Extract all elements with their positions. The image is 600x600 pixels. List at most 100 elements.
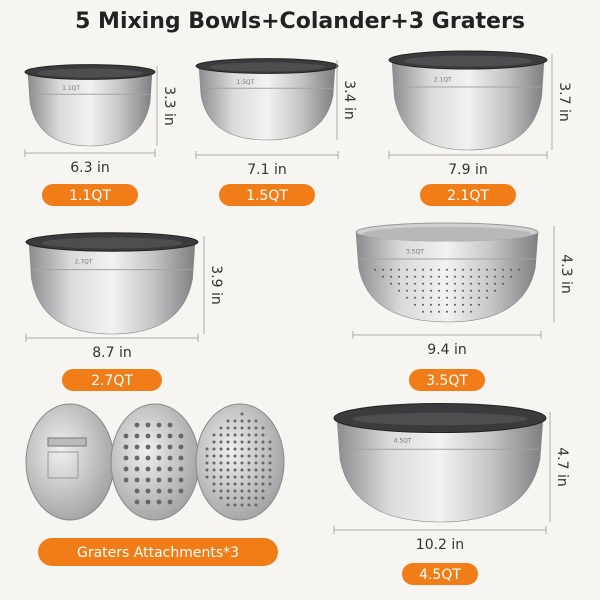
colander-hole	[422, 303, 424, 306]
colander-hole	[454, 289, 456, 292]
colander-hole	[438, 310, 440, 313]
colander-hole	[422, 275, 424, 278]
grater-hole	[212, 447, 216, 451]
grater-hole	[226, 503, 230, 507]
grater-hole	[261, 461, 265, 465]
colander-hole	[454, 310, 456, 313]
colander-hole	[494, 282, 496, 285]
grater-hole	[261, 468, 265, 472]
grater-hole	[178, 477, 184, 483]
grater-hole	[212, 482, 216, 486]
grater-hole	[219, 461, 223, 465]
colander-hole	[462, 303, 464, 306]
colander-hole	[470, 310, 472, 313]
grater-hole	[226, 489, 230, 493]
colander-hole	[446, 268, 448, 271]
grater-hole	[240, 433, 244, 437]
grater-hole	[247, 489, 251, 493]
colander-hole	[406, 282, 408, 285]
colander-hole	[382, 268, 384, 271]
grater-hole	[178, 433, 184, 439]
grater-hole	[178, 455, 184, 461]
grater-hole	[240, 426, 244, 430]
grater-hole	[145, 488, 151, 494]
grater-hole	[254, 461, 258, 465]
bowl: 2.1QT	[388, 50, 548, 151]
colander-hole	[414, 303, 416, 306]
colander-hole	[494, 289, 496, 292]
capacity-badge	[409, 369, 485, 391]
grater-hole	[254, 468, 258, 472]
colander-hole	[502, 268, 504, 271]
colander-hole	[510, 268, 512, 271]
grater-hole	[212, 440, 216, 444]
grater-hole	[247, 454, 251, 458]
grater-hole	[261, 496, 265, 500]
colander-hole	[414, 268, 416, 271]
grater-hole	[254, 447, 258, 451]
grater-hole	[156, 477, 162, 483]
grater-hole	[167, 477, 173, 483]
grater-hole	[233, 461, 237, 465]
grater-hole	[240, 475, 244, 479]
grater-hole	[268, 440, 272, 444]
grater-hole	[134, 422, 140, 428]
grater-hole	[261, 440, 265, 444]
colander-hole	[470, 296, 472, 299]
grater-hole	[123, 455, 129, 461]
colander-hole	[406, 268, 408, 271]
colander-hole	[478, 296, 480, 299]
height-label: 4.7 in	[554, 447, 570, 486]
colander-hole	[438, 268, 440, 271]
grater-hole	[226, 433, 230, 437]
colander-hole	[462, 296, 464, 299]
grater-hole	[167, 422, 173, 428]
grater-hole	[268, 475, 272, 479]
colander-hole	[486, 289, 488, 292]
colander-hole	[406, 289, 408, 292]
colander-hole	[470, 303, 472, 306]
width-label: 9.4 in	[427, 342, 466, 358]
grater-hole	[226, 482, 230, 486]
colander-hole	[470, 268, 472, 271]
colander-hole	[470, 282, 472, 285]
colander-hole	[390, 275, 392, 278]
grater-hole	[247, 496, 251, 500]
capacity-label: 2.1QT	[447, 188, 489, 204]
colander-hole	[454, 282, 456, 285]
grater-hole	[261, 489, 265, 493]
bowl-marking: 3.5QT	[406, 248, 424, 255]
width-label: 7.9 in	[448, 162, 487, 178]
colander-hole	[502, 275, 504, 278]
colander-hole	[486, 268, 488, 271]
grater-hole	[247, 468, 251, 472]
grater-hole	[226, 461, 230, 465]
grater-hole	[219, 475, 223, 479]
colander-hole	[390, 282, 392, 285]
colander-hole	[454, 296, 456, 299]
colander-hole	[430, 275, 432, 278]
grater-hole	[212, 433, 216, 437]
grater-disc	[110, 403, 200, 521]
grater-hole	[167, 455, 173, 461]
grater-hole	[145, 433, 151, 439]
grater-hole	[233, 426, 237, 430]
grater-hole	[134, 444, 140, 450]
grater-hole	[226, 419, 230, 423]
bowl: 1.1QT	[24, 64, 156, 147]
colander-hole	[398, 289, 400, 292]
bowl-body	[198, 65, 336, 141]
grater-hole	[240, 454, 244, 458]
grater-hole	[123, 466, 129, 472]
grater-hole	[156, 488, 162, 494]
grater-hole	[205, 461, 209, 465]
grater-hole	[268, 454, 272, 458]
bowl-body	[27, 71, 153, 147]
grater-hole	[226, 468, 230, 472]
lid-highlight	[403, 55, 533, 67]
capacity-badge	[219, 184, 315, 206]
grater-hole	[268, 461, 272, 465]
grater-hole	[212, 468, 216, 472]
capacity-label: 1.1QT	[69, 188, 111, 204]
